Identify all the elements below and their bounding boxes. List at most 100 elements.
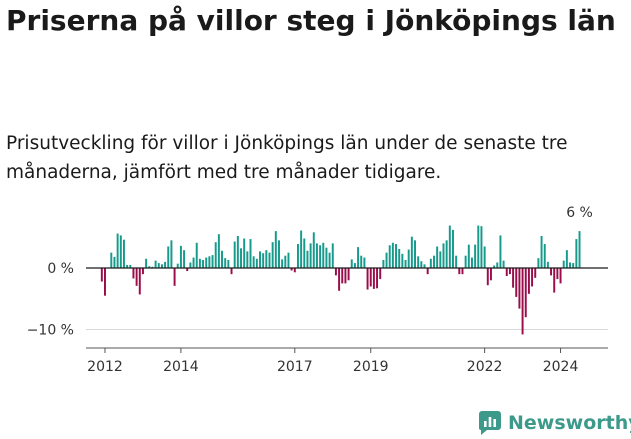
bar [575, 239, 578, 268]
bar [236, 236, 239, 268]
bar [259, 251, 261, 268]
bar [100, 268, 103, 282]
bar [221, 250, 224, 268]
bar [135, 268, 138, 286]
bar [445, 240, 448, 269]
y-tick-label: 0 % [47, 261, 74, 277]
bar [249, 239, 252, 268]
x-tick-label: 2019 [353, 359, 389, 375]
x-tick-label: 2024 [543, 359, 579, 375]
bar [303, 238, 306, 268]
bar [278, 240, 280, 269]
bar [312, 232, 315, 268]
bar [366, 268, 369, 290]
bar [369, 268, 372, 287]
bar [505, 268, 508, 276]
last-value-label: 6 % [566, 205, 593, 221]
bar [217, 234, 220, 268]
bar [474, 244, 477, 268]
bar [417, 256, 420, 268]
bar [461, 268, 464, 275]
newsworthy-icon [479, 411, 501, 435]
bar [138, 268, 141, 295]
bar [274, 231, 277, 268]
bar [404, 260, 407, 268]
bar [265, 250, 268, 268]
bar [540, 236, 543, 268]
bar [363, 257, 366, 269]
bar [104, 268, 106, 296]
bar [452, 229, 454, 268]
bar [470, 257, 473, 269]
bar [192, 257, 195, 269]
bar [489, 268, 492, 281]
bar [116, 233, 119, 268]
bar [198, 258, 201, 269]
bar [372, 268, 375, 289]
bar [110, 252, 113, 269]
bar [315, 243, 318, 268]
y-tick-label: −10 % [27, 323, 74, 339]
bar [284, 255, 287, 268]
bar [388, 245, 391, 268]
bar [455, 255, 458, 268]
bar [129, 264, 132, 268]
bar [382, 260, 385, 268]
bar [483, 246, 486, 268]
bar [322, 242, 325, 268]
bar [164, 261, 167, 268]
bar [145, 258, 148, 269]
bar [493, 265, 496, 268]
bar [379, 268, 382, 280]
bar [240, 248, 242, 268]
bar [436, 246, 439, 268]
bar [119, 235, 122, 268]
bar [458, 268, 461, 275]
bar [496, 262, 499, 269]
bar [252, 256, 255, 268]
bar [376, 268, 379, 289]
bar [543, 244, 546, 268]
bar [328, 252, 331, 269]
bar [578, 231, 581, 268]
bar [550, 268, 553, 276]
newsworthy-logo: Newsworthy [477, 409, 631, 437]
bar [531, 268, 534, 287]
bar [527, 268, 530, 294]
bar [439, 251, 442, 268]
x-tick-label: 2022 [467, 359, 503, 375]
bar [433, 255, 435, 268]
bar [202, 260, 205, 268]
bar [477, 225, 480, 268]
bar [173, 268, 176, 286]
x-tick-label: 2014 [163, 359, 199, 375]
bar [395, 244, 398, 268]
bar [559, 268, 562, 284]
bar [410, 236, 413, 268]
bar [569, 262, 572, 269]
bar [334, 268, 337, 276]
bar [148, 266, 151, 268]
bar [268, 252, 271, 269]
bar [360, 255, 363, 268]
bar [480, 226, 483, 268]
bar [246, 251, 249, 268]
bar [347, 268, 350, 281]
bar [398, 248, 401, 269]
bar [420, 261, 423, 268]
bar [562, 260, 565, 268]
bar [534, 268, 537, 278]
bar [122, 239, 125, 268]
bar [407, 249, 410, 268]
bar [300, 230, 303, 268]
brand-name: Newsworthy [508, 412, 631, 434]
bar [233, 241, 236, 268]
axes [86, 267, 608, 353]
bar [113, 256, 116, 268]
bar [429, 258, 432, 269]
bar [423, 264, 426, 268]
bar [157, 263, 160, 268]
bar [319, 245, 322, 268]
bar [565, 250, 568, 268]
bar [502, 260, 505, 268]
